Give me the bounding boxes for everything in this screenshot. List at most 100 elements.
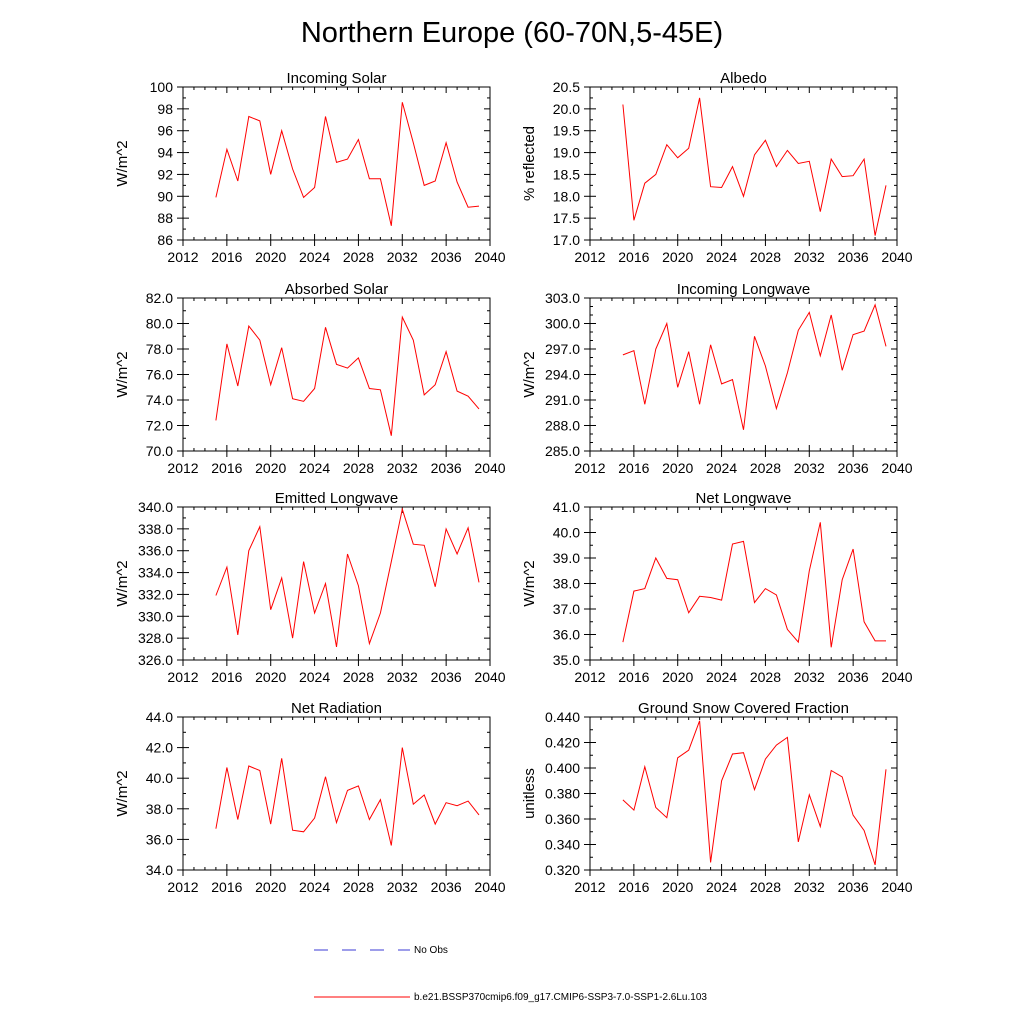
series-line — [215, 102, 480, 226]
y-tick-label: 19.0 — [553, 145, 580, 161]
x-tick-label: 2012 — [167, 879, 198, 895]
y-axis-label: % reflected — [521, 126, 538, 201]
y-tick-label: 291.0 — [545, 392, 580, 408]
y-tick-label: 297.0 — [545, 341, 580, 357]
series-line — [622, 522, 886, 648]
y-tick-label: 34.0 — [146, 862, 173, 878]
y-tick-label: 0.380 — [545, 786, 580, 802]
y-tick-label: 288.0 — [545, 418, 580, 434]
x-tick-label: 2040 — [881, 669, 912, 685]
y-tick-label: 72.0 — [146, 418, 173, 434]
y-tick-label: 35.0 — [553, 652, 580, 668]
y-tick-label: 42.0 — [146, 740, 173, 756]
y-tick-label: 96 — [157, 123, 173, 139]
y-axis-label: W/m^2 — [114, 351, 131, 397]
y-tick-label: 44.0 — [146, 709, 173, 725]
y-tick-label: 18.5 — [553, 166, 580, 182]
y-tick-label: 38.0 — [146, 801, 173, 817]
x-tick-label: 2032 — [387, 460, 418, 476]
series-line — [622, 720, 887, 866]
series-line — [215, 315, 480, 436]
y-tick-label: 90 — [157, 188, 173, 204]
x-tick-label: 2032 — [794, 669, 825, 685]
panel-title: Emitted Longwave — [275, 490, 398, 507]
y-tick-label: 36.0 — [553, 627, 580, 643]
x-tick-label: 2016 — [618, 669, 649, 685]
y-tick-label: 80.0 — [146, 316, 173, 332]
y-axis-label: W/m^2 — [114, 560, 131, 606]
y-tick-label: 336.0 — [138, 543, 173, 559]
panel-net-longwave: Net Longwave W/m^2 2012 2016 2020 2024 2028 203… — [521, 490, 913, 685]
panel-net-radiation: Net Radiation W/m^2 2012 2016 2020 2024 2028 20… — [114, 700, 506, 895]
x-tick-label: 2020 — [662, 249, 693, 265]
y-tick-label: 78.0 — [146, 341, 173, 357]
x-tick-label: 2028 — [343, 460, 374, 476]
x-tick-label: 2028 — [343, 249, 374, 265]
y-tick-label: 98 — [157, 101, 173, 117]
x-tick-label: 2036 — [431, 879, 462, 895]
y-tick-label: 0.360 — [545, 811, 580, 827]
y-tick-label: 0.340 — [545, 837, 580, 853]
x-tick-label: 2012 — [167, 249, 198, 265]
x-tick-label: 2032 — [387, 249, 418, 265]
y-tick-label: 92 — [157, 166, 173, 182]
y-axis-label: W/m^2 — [521, 351, 538, 397]
y-tick-label: 38.0 — [553, 576, 580, 592]
y-tick-label: 74.0 — [146, 392, 173, 408]
x-tick-label: 2024 — [706, 669, 737, 685]
y-tick-label: 94 — [157, 145, 173, 161]
x-tick-label: 2024 — [299, 460, 330, 476]
x-tick-label: 2016 — [618, 879, 649, 895]
y-axis-label: W/m^2 — [521, 560, 538, 606]
x-tick-label: 2020 — [255, 669, 286, 685]
y-tick-label: 300.0 — [545, 316, 580, 332]
y-tick-label: 330.0 — [138, 608, 173, 624]
y-tick-label: 40.0 — [553, 525, 580, 541]
legend-label-no-obs: No Obs — [414, 945, 448, 956]
y-tick-label: 19.5 — [553, 123, 580, 139]
y-axis-label: W/m^2 — [114, 770, 131, 816]
legend-label-model: b.e21.BSSP370cmip6.f09_g17.CMIP6-SSP3-7.… — [414, 992, 707, 1003]
y-tick-label: 338.0 — [138, 521, 173, 537]
panel-ground-snow-covered-fraction: Ground Snow Covered Fraction unitless 2012… — [521, 700, 913, 895]
y-tick-label: 0.440 — [545, 709, 580, 725]
x-tick-label: 2036 — [838, 669, 869, 685]
x-tick-label: 2012 — [574, 879, 605, 895]
panel-incoming-longwave: Incoming Longwave W/m^2 2012 2016 2020 2024 20… — [521, 281, 913, 476]
y-tick-label: 332.0 — [138, 586, 173, 602]
y-tick-label: 17.5 — [553, 210, 580, 226]
y-tick-label: 41.0 — [553, 499, 580, 515]
x-tick-label: 2032 — [794, 460, 825, 476]
plot-frame — [589, 506, 898, 661]
legend: No Obs b.e21.BSSP370cmip6.f09_g17.CMIP6-… — [314, 945, 707, 1003]
x-tick-label: 2036 — [838, 879, 869, 895]
y-tick-label: 88 — [157, 210, 173, 226]
x-tick-label: 2016 — [211, 460, 242, 476]
x-tick-label: 2032 — [387, 879, 418, 895]
y-tick-label: 18.0 — [553, 188, 580, 204]
x-tick-label: 2040 — [881, 460, 912, 476]
y-tick-label: 294.0 — [545, 367, 580, 383]
panel-title: Absorbed Solar — [285, 281, 388, 298]
y-tick-label: 326.0 — [138, 652, 173, 668]
y-tick-label: 340.0 — [138, 499, 173, 515]
y-tick-label: 20.0 — [553, 101, 580, 117]
plot-frame — [589, 86, 898, 241]
figure-title: Northern Europe (60-70N,5-45E) — [301, 17, 723, 49]
plot-frame — [182, 86, 491, 241]
x-tick-label: 2040 — [881, 879, 912, 895]
x-tick-label: 2036 — [838, 249, 869, 265]
y-tick-label: 40.0 — [146, 770, 173, 786]
panel-emitted-longwave: Emitted Longwave W/m^2 2012 2016 2020 2024 202… — [114, 490, 506, 685]
x-tick-label: 2028 — [343, 879, 374, 895]
y-tick-label: 0.420 — [545, 735, 580, 751]
x-tick-label: 2020 — [255, 879, 286, 895]
x-tick-label: 2016 — [211, 879, 242, 895]
series-line — [215, 747, 480, 846]
x-tick-label: 2012 — [167, 669, 198, 685]
x-tick-label: 2024 — [706, 249, 737, 265]
x-tick-label: 2024 — [299, 879, 330, 895]
y-tick-label: 37.0 — [553, 601, 580, 617]
y-tick-label: 17.0 — [553, 232, 580, 248]
x-tick-label: 2016 — [618, 249, 649, 265]
